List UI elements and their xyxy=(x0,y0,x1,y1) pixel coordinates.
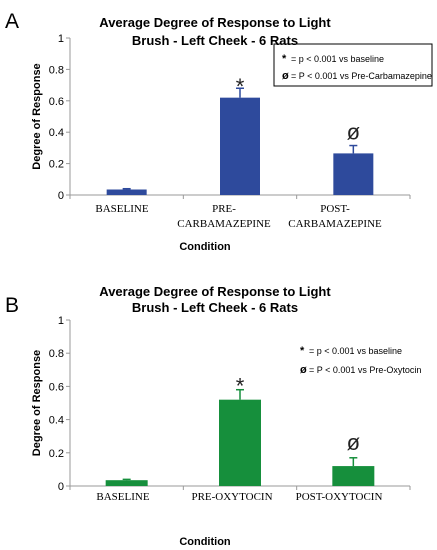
bar-2 xyxy=(219,399,261,486)
significance-marker-3: ø xyxy=(347,120,360,145)
category-label-2: CARBAMAZEPINE xyxy=(177,218,271,230)
x-axis-title: Condition xyxy=(179,536,231,548)
y-tick-label: 0.2 xyxy=(49,448,64,460)
category-label-3: CARBAMAZEPINE xyxy=(288,218,382,230)
category-label-3: POST- xyxy=(320,203,350,215)
chart-title: Average Degree of Response to Light xyxy=(99,284,331,299)
category-label-3: POST-OXYTOCIN xyxy=(296,491,383,503)
legend-entry: = P < 0.001 vs Pre-Oxytocin xyxy=(309,365,421,375)
y-tick-label: 0.8 xyxy=(49,64,64,76)
chart-subtitle: Brush - Left Cheek - 6 Rats xyxy=(132,33,298,48)
category-label-2: PRE- xyxy=(212,203,236,215)
y-tick-label: 0.6 xyxy=(49,96,64,108)
y-tick-label: 0.4 xyxy=(49,127,64,139)
y-axis-title: Degree of Response xyxy=(31,350,43,456)
significance-marker-2: * xyxy=(236,74,245,99)
legend-symbol: ø xyxy=(300,364,307,376)
bar-2 xyxy=(220,97,260,195)
significance-marker-3: ø xyxy=(347,430,360,455)
legend-entry: = P < 0.001 vs Pre-Carbamazepine xyxy=(291,71,432,81)
category-label-2: PRE-OXYTOCIN xyxy=(191,491,272,503)
chart-subtitle: Brush - Left Cheek - 6 Rats xyxy=(132,300,298,315)
chart-title: Average Degree of Response to Light xyxy=(99,15,331,30)
significance-marker-2: * xyxy=(236,374,245,399)
y-tick-label: 0 xyxy=(58,190,64,202)
y-tick-label: 0.8 xyxy=(49,348,64,360)
legend-symbol: * xyxy=(282,53,287,65)
panel-label: B xyxy=(5,294,19,317)
y-tick-label: 0.4 xyxy=(49,415,64,427)
bar-3 xyxy=(333,153,374,195)
bar-1 xyxy=(105,480,148,486)
bar-1 xyxy=(106,189,147,195)
legend-entry: = p < 0.001 vs baseline xyxy=(291,54,384,64)
y-tick-label: 1 xyxy=(58,33,64,45)
y-tick-label: 1 xyxy=(58,315,64,327)
category-label-1: BASELINE xyxy=(95,203,148,215)
x-axis-title: Condition xyxy=(179,241,231,253)
panel-label: A xyxy=(5,10,19,33)
y-tick-label: 0 xyxy=(58,481,64,493)
bar-3 xyxy=(332,466,375,486)
legend-symbol: ø xyxy=(282,70,289,82)
y-tick-label: 0.2 xyxy=(49,159,64,171)
legend-box xyxy=(273,43,433,87)
category-label-1: BASELINE xyxy=(96,491,149,503)
legend-entry: = p < 0.001 vs baseline xyxy=(309,346,402,356)
y-tick-label: 0.6 xyxy=(49,381,64,393)
y-axis-title: Degree of Response xyxy=(31,63,43,169)
legend-symbol: * xyxy=(300,345,305,357)
